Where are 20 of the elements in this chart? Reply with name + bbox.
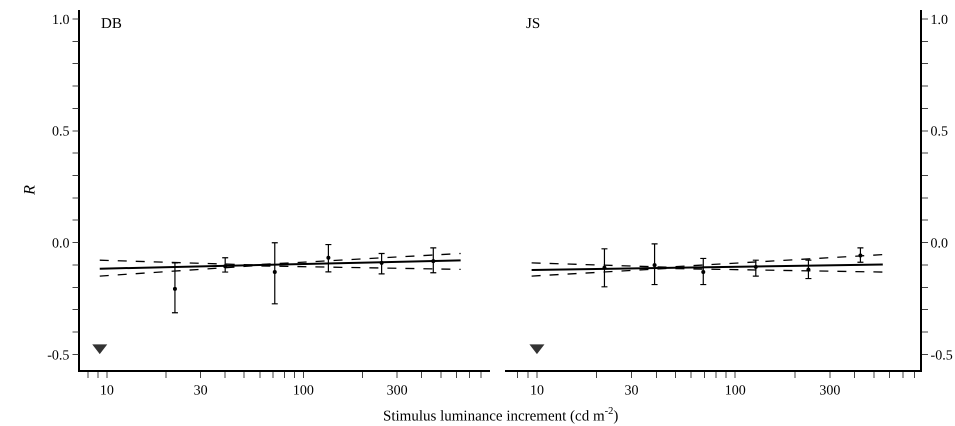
y2-tick-label: 0.5 — [930, 124, 948, 140]
x-tick-label: 300 — [819, 384, 840, 399]
x-tick-label: 10 — [530, 384, 544, 399]
chart-title: JS — [526, 16, 540, 32]
x-tick-label: 100 — [292, 384, 314, 399]
x-tick-label: 30 — [624, 384, 639, 399]
y-tick-label: -0.5 — [47, 348, 70, 364]
y-tick-label: 0.5 — [52, 124, 70, 140]
y2-tick-label: 1.0 — [930, 12, 948, 28]
x-tick-label: 30 — [194, 384, 208, 399]
y-axis-title: R — [22, 184, 39, 196]
y2-tick-label: -0.5 — [930, 348, 953, 364]
x-tick-label: 10 — [100, 384, 114, 399]
y2-tick-label: 0.0 — [930, 236, 948, 252]
chart-title: DB — [101, 16, 122, 32]
x-axis-title: Stimulus luminance increment (cd m$^{-2}$) — [383, 406, 618, 424]
y-tick-label: 1.0 — [52, 12, 70, 28]
x-tick-label: 300 — [386, 384, 408, 399]
y-tick-label: 0.0 — [52, 236, 70, 252]
x-tick-label: 100 — [724, 384, 746, 399]
